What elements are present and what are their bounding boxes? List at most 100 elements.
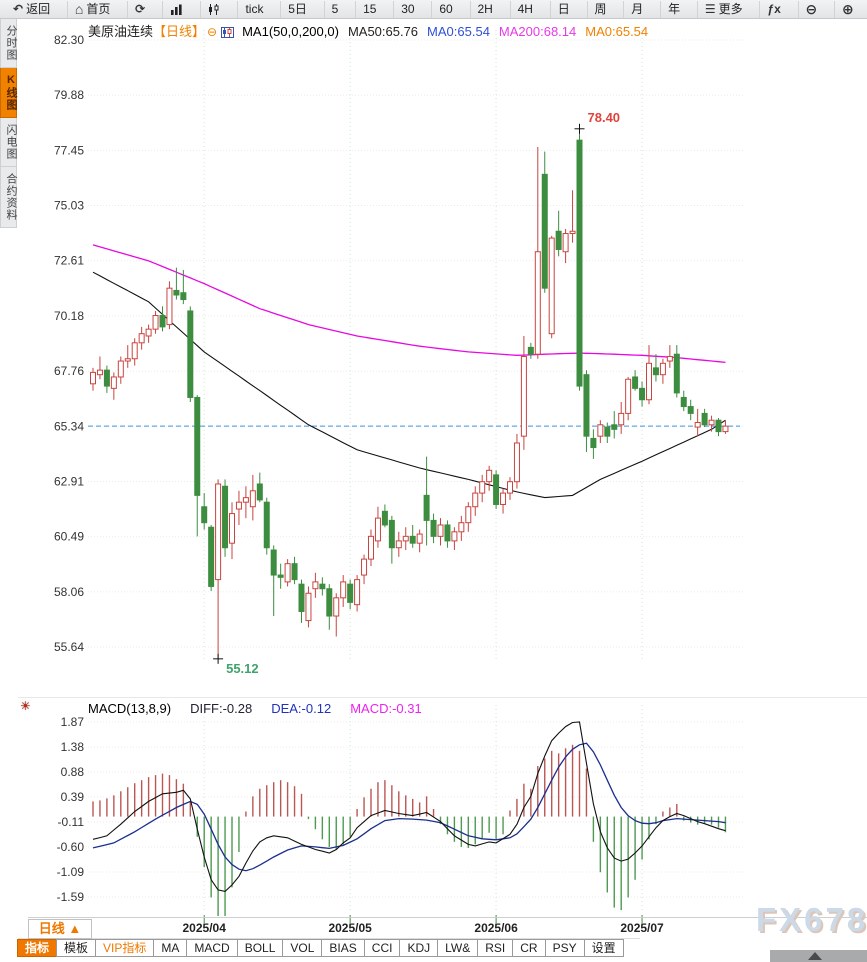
- svg-text:-1.09: -1.09: [57, 865, 85, 879]
- interval-tick-button-label: tick: [245, 1, 264, 16]
- macd-value: DIFF:-0.28: [190, 701, 253, 716]
- interval-2h-button[interactable]: 2H: [469, 0, 500, 18]
- tab-cci[interactable]: CCI: [363, 939, 401, 957]
- watermark-logo: FX678: [756, 901, 867, 938]
- svg-text:0.39: 0.39: [61, 790, 85, 804]
- tab-psy[interactable]: PSY: [544, 939, 585, 957]
- ma200-line: [92, 244, 726, 364]
- price-pane-header: 美原油连续【日线】 ⊖ MA1(50,0,200,0) MA50:65.76 MA0:6…: [88, 21, 648, 41]
- scroll-up-arrow-icon[interactable]: [808, 952, 822, 960]
- candlestick-view-button[interactable]: [199, 0, 228, 18]
- chart-canvas[interactable]: 82.30 79.88 77.45 75.03 72.61 70.18 67.76 65.34…: [0, 18, 867, 962]
- interval-day-button[interactable]: 日: [549, 0, 577, 18]
- interval-5m-button[interactable]: 5: [323, 0, 346, 18]
- tab-kline-chart[interactable]: K线图: [0, 68, 17, 118]
- tab-boll[interactable]: BOLL: [236, 939, 284, 957]
- formula-icon: ƒx: [767, 1, 781, 16]
- tab-indicator[interactable]: 指标: [17, 939, 58, 957]
- interval-15m-button[interactable]: 15: [355, 0, 383, 18]
- refresh-icon: ⟳: [135, 1, 146, 16]
- scrollbar-corner[interactable]: [770, 950, 867, 962]
- tab-vip-indicator[interactable]: VIP指标: [95, 939, 155, 957]
- period-selector[interactable]: 日线 ▲: [28, 919, 92, 939]
- interval-5m-button-label: 5: [331, 1, 339, 16]
- macd-histogram: [92, 744, 727, 916]
- ma-value: MA0:65.54: [585, 24, 649, 39]
- kline-mini-icon: [221, 26, 235, 41]
- interval-5d-button[interactable]: 5日: [280, 0, 314, 18]
- tab-cr[interactable]: CR: [512, 939, 546, 957]
- ma50-line: [92, 271, 726, 499]
- tab-kdj[interactable]: KDJ: [399, 939, 439, 957]
- back-icon: ↶: [13, 1, 24, 16]
- interval-tick-button[interactable]: tick: [237, 0, 270, 18]
- top-toolbar: ↶ 返回 ⌂ 首页 ⟳ tick 5日 5 15 30 60 2H 4H 日 周 月 年 ☰ 更多 ƒx ⊖ ⊕: [0, 0, 867, 19]
- dea-line: [92, 742, 726, 872]
- low-price-annotation: 55.12: [226, 661, 259, 676]
- svg-text:62.91: 62.91: [54, 474, 84, 488]
- svg-text:58.06: 58.06: [54, 585, 84, 599]
- high-price-annotation: 78.40: [588, 110, 621, 125]
- indicator-toolbar: 指标 模板 VIP指标 MA MACD BOLL VOL BIAS CCI KDJ LW& RSI CR…: [17, 939, 624, 957]
- tab-contract-info[interactable]: 合约资料: [0, 167, 17, 228]
- svg-text:1.87: 1.87: [61, 715, 85, 729]
- formula-button[interactable]: ƒx: [759, 0, 787, 18]
- tab-time-chart[interactable]: 分时图: [0, 19, 17, 68]
- home-icon: ⌂: [74, 0, 84, 17]
- macd-value: MACD:-0.31: [350, 701, 422, 716]
- svg-text:-0.11: -0.11: [58, 815, 85, 829]
- tab-macd[interactable]: MACD: [186, 939, 238, 957]
- tab-settings[interactable]: 设置: [583, 939, 624, 957]
- svg-text:82.30: 82.30: [54, 33, 84, 47]
- interval-5d-button-label: 5日: [288, 1, 307, 16]
- bar-chart-view-button[interactable]: [161, 0, 190, 18]
- tab-ma[interactable]: MA: [153, 939, 188, 957]
- x-axis-label: 2025/07: [620, 921, 664, 935]
- zoom-out-icon: ⊖: [805, 0, 818, 17]
- diff-line: [92, 721, 726, 892]
- svg-text:-0.60: -0.60: [57, 840, 85, 854]
- svg-text:1.38: 1.38: [61, 740, 85, 754]
- interval-60m-button[interactable]: 60: [431, 0, 459, 18]
- macd-settings-icon[interactable]: ☀: [20, 699, 31, 713]
- tab-bias[interactable]: BIAS: [321, 939, 365, 957]
- svg-text:77.45: 77.45: [54, 143, 84, 157]
- interval-week-button[interactable]: 周: [586, 0, 614, 18]
- tab-lightning-chart[interactable]: 闪电图: [0, 118, 17, 167]
- back-button[interactable]: ↶ 返回: [6, 1, 57, 18]
- svg-text:55.64: 55.64: [54, 640, 84, 654]
- tab-rsi[interactable]: RSI: [477, 939, 514, 957]
- tab-template[interactable]: 模板: [56, 939, 97, 957]
- interval-30m-button[interactable]: 30: [393, 0, 421, 18]
- refresh-button[interactable]: ⟳: [127, 0, 152, 18]
- interval-4h-button[interactable]: 4H: [509, 0, 540, 18]
- candlestick-view-icon: [208, 3, 221, 15]
- period-tag: 【日线】: [153, 24, 206, 39]
- macd-formula: MACD(13,8,9): [88, 701, 172, 716]
- zoom-in-icon: ⊕: [842, 0, 854, 17]
- macd-values: DIFF:-0.28 DEA:-0.12 MACD:-0.31: [181, 701, 432, 716]
- bar-chart-view-icon: [170, 4, 183, 15]
- interval-15m-button-label: 15: [363, 1, 377, 16]
- ma-value: MA200:68.14: [498, 24, 577, 39]
- zoom-in-button[interactable]: ⊕: [834, 0, 861, 18]
- more-menu-icon: ☰: [704, 1, 716, 16]
- back-button-label: 返回: [26, 1, 51, 16]
- symbol-name: 美原油连续: [88, 24, 154, 39]
- tab-lw[interactable]: LW&: [437, 939, 479, 957]
- ma-values: MA50:65.76 MA0:65.54 MA200:68.14 MA0:65.54: [339, 24, 648, 39]
- ma-formula: MA1(50,0,200,0): [242, 24, 339, 39]
- collapse-icon[interactable]: ⊖: [207, 25, 218, 39]
- svg-text:67.76: 67.76: [54, 364, 84, 378]
- candles: [90, 128, 729, 659]
- interval-year-button[interactable]: 年: [660, 0, 687, 18]
- home-button[interactable]: ⌂ 首页: [66, 0, 117, 18]
- interval-2h-button-label: 2H: [477, 1, 493, 16]
- more-menu-button[interactable]: ☰ 更多: [696, 0, 750, 18]
- ma-value: MA50:65.76: [347, 24, 419, 39]
- interval-month-button[interactable]: 月: [623, 0, 650, 18]
- zoom-out-button[interactable]: ⊖: [797, 0, 825, 18]
- tab-vol[interactable]: VOL: [282, 939, 323, 957]
- x-axis-label: 2025/06: [474, 921, 518, 935]
